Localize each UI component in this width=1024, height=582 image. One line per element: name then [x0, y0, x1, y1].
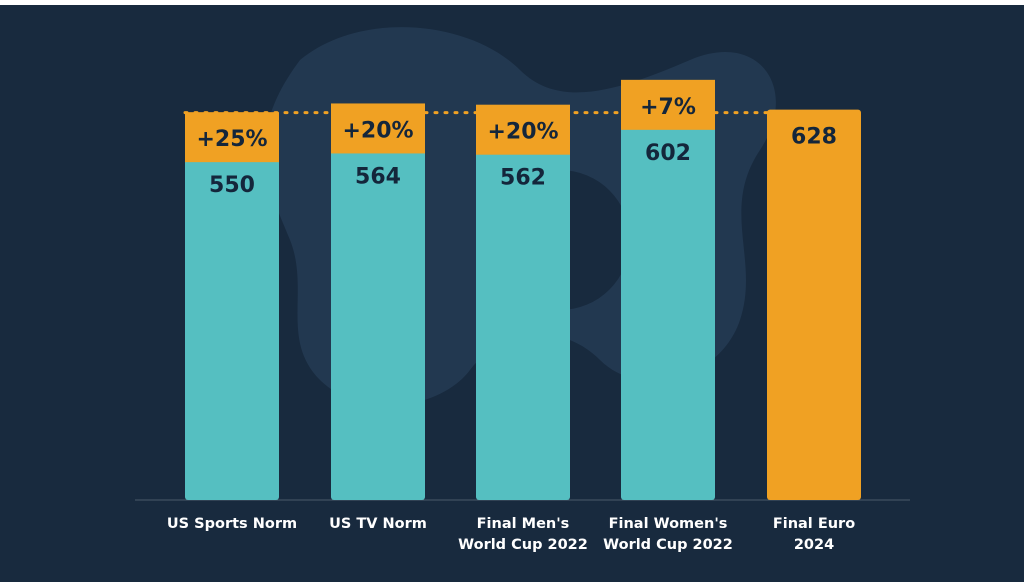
x-tick-label: US Sports Norm — [167, 516, 297, 532]
bar-value-label: 562 — [500, 166, 546, 191]
x-tick-label: 2024 — [794, 537, 834, 553]
uplift-badge — [185, 112, 279, 163]
bar — [767, 109, 861, 501]
uplift-badge — [476, 104, 570, 155]
x-tick-label: Final Men's — [477, 516, 570, 532]
uplift-badge-label: +7% — [640, 95, 696, 120]
x-tick-label: World Cup 2022 — [603, 537, 733, 553]
x-tick-label: US TV Norm — [329, 516, 427, 532]
bar — [621, 125, 715, 500]
bar-group: 628 Final Euro 2024 — [767, 109, 861, 553]
uplift-badge — [621, 79, 715, 130]
bar-group: 550 +25% US Sports Norm — [167, 112, 297, 532]
uplift-badge-label: +25% — [196, 127, 267, 152]
bar-value-label: 564 — [355, 164, 401, 189]
bar — [476, 150, 570, 501]
bar-value-label: 550 — [209, 173, 255, 198]
bar — [185, 158, 279, 500]
uplift-badge-label: +20% — [342, 118, 413, 143]
x-tick-label: Final Euro — [773, 516, 855, 532]
bar — [331, 149, 425, 500]
bar-group: 562 +20% Final Men's World Cup 2022 — [458, 104, 588, 553]
bar-group: 602 +7% Final Women's World Cup 2022 — [603, 79, 733, 553]
x-tick-label: Final Women's — [609, 516, 728, 532]
uplift-badge — [331, 103, 425, 154]
x-tick-label: World Cup 2022 — [458, 537, 588, 553]
bar-group: 564 +20% US TV Norm — [329, 103, 427, 532]
bar-value-label: 602 — [645, 141, 691, 166]
bar-value-label: 628 — [791, 125, 837, 150]
uplift-badge-label: +20% — [487, 120, 558, 145]
